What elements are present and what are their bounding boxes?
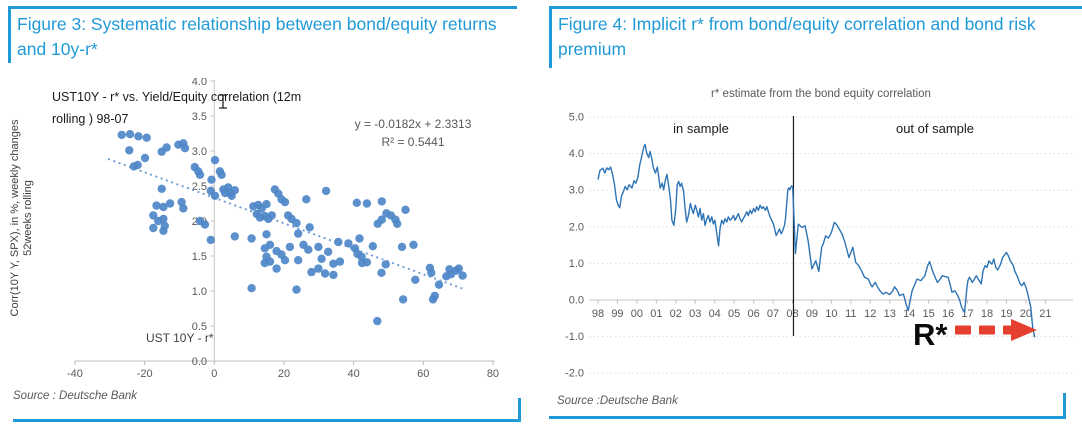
svg-text:05: 05 — [728, 308, 740, 320]
svg-text:0.0: 0.0 — [569, 295, 584, 307]
scatter-trendline — [107, 158, 464, 290]
svg-text:13: 13 — [884, 308, 896, 320]
line-axes — [589, 299, 1073, 304]
svg-text:5.0: 5.0 — [569, 112, 584, 124]
svg-text:60: 60 — [417, 368, 429, 380]
figure3-bottom-border — [13, 419, 521, 422]
svg-text:-1.0: -1.0 — [565, 331, 584, 343]
svg-text:10: 10 — [825, 308, 837, 320]
figure4-bottom-border — [549, 416, 1066, 419]
scatter-texts: UST10Y - r* vs. Yield/Equity correlation… — [9, 90, 472, 345]
svg-text:80: 80 — [487, 368, 499, 380]
svg-text:03: 03 — [689, 308, 701, 320]
svg-text:04: 04 — [709, 308, 721, 320]
svg-text:08: 08 — [786, 308, 798, 320]
svg-text:1.0: 1.0 — [569, 258, 584, 270]
svg-text:99: 99 — [611, 308, 623, 320]
in-sample-label: in sample — [673, 121, 729, 136]
svg-text:19: 19 — [1000, 308, 1012, 320]
svg-text:98: 98 — [592, 308, 604, 320]
figure3-source: Source : Deutsche Bank — [13, 390, 138, 402]
svg-text:09: 09 — [806, 308, 818, 320]
svg-text:4.0: 4.0 — [569, 148, 584, 160]
figure3-top-border — [8, 6, 517, 9]
svg-text:14: 14 — [903, 308, 915, 320]
svg-text:1.0: 1.0 — [192, 286, 207, 298]
r-star-label: R* — [913, 317, 948, 352]
svg-text:01: 01 — [650, 308, 662, 320]
svg-text:UST10Y - r* vs. Yield/Equity c: UST10Y - r* vs. Yield/Equity correlation… — [52, 90, 301, 104]
figure4-panel: Figure 4: Implicit r* from bond/equity c… — [541, 0, 1082, 427]
text-cursor — [219, 94, 227, 109]
svg-text:12: 12 — [864, 308, 876, 320]
svg-text:06: 06 — [747, 308, 759, 320]
figure3-scatter-chart: 0.00.51.01.52.02.53.03.54.0-40-200204060… — [9, 78, 499, 380]
svg-text:40: 40 — [347, 368, 359, 380]
svg-text:02: 02 — [670, 308, 682, 320]
figure3-corner-border — [518, 398, 521, 422]
svg-text:4.0: 4.0 — [192, 78, 207, 88]
figure4-corner-border — [1063, 393, 1066, 419]
svg-text:2.5: 2.5 — [192, 181, 207, 193]
svg-text:0.5: 0.5 — [192, 321, 207, 333]
r-star-arrow-icon — [955, 319, 1037, 341]
scatter-axes — [74, 80, 495, 365]
svg-text:21: 21 — [1039, 308, 1051, 320]
svg-text:-20: -20 — [137, 368, 153, 380]
out-of-sample-label: out of sample — [896, 121, 974, 136]
svg-text:y = -0.0182x + 2.3313: y = -0.0182x + 2.3313 — [355, 117, 472, 131]
svg-text:0: 0 — [211, 368, 217, 380]
svg-text:0.0: 0.0 — [192, 356, 207, 368]
figure3-title: Figure 3: Systematic relationship betwee… — [17, 14, 497, 59]
svg-text:16: 16 — [942, 308, 954, 320]
svg-text:UST 10Y - r*: UST 10Y - r* — [146, 331, 214, 345]
svg-text:1.5: 1.5 — [192, 251, 207, 263]
figure3-left-border — [8, 6, 11, 63]
figure4-source: Source :Deutsche Bank — [557, 395, 678, 407]
figure4-line-chart: r* estimate from the bond equity correla… — [565, 88, 1073, 380]
scatter-points — [117, 130, 467, 326]
figure3-panel: Figure 3: Systematic relationship betwee… — [8, 6, 521, 422]
svg-text:3.0: 3.0 — [569, 185, 584, 197]
svg-text:52weeks rolling: 52weeks rolling — [22, 180, 34, 256]
figure4-left-border — [549, 6, 552, 68]
svg-text:20: 20 — [278, 368, 290, 380]
figure4-title: Figure 4: Implicit r* from bond/equity c… — [558, 14, 1036, 59]
line-tick-labels: 5.0 4.0 3.0 2.0 1.0 0.0 -1.0 -2.0 98 99 00 01 02 03 04… — [565, 112, 1051, 380]
figure4-top-border — [549, 6, 1082, 9]
r-star-series-line — [597, 143, 1036, 338]
svg-text:2.0: 2.0 — [569, 221, 584, 233]
svg-text:3.5: 3.5 — [192, 111, 207, 123]
svg-text:R² = 0.5441: R² = 0.5441 — [381, 135, 444, 149]
svg-text:-40: -40 — [67, 368, 83, 380]
svg-text:Corr(10Y Y, SPX), in %, weekly: Corr(10Y Y, SPX), in %, weekly changes — [9, 119, 21, 316]
svg-text:07: 07 — [767, 308, 779, 320]
svg-text:15: 15 — [923, 308, 935, 320]
svg-text:rolling ) 98-07: rolling ) 98-07 — [52, 112, 128, 126]
svg-text:11: 11 — [845, 308, 856, 320]
svg-text:20: 20 — [1020, 308, 1032, 320]
svg-text:-2.0: -2.0 — [565, 368, 584, 380]
svg-text:00: 00 — [631, 308, 643, 320]
svg-text:18: 18 — [981, 308, 993, 320]
scatter-tick-labels: 0.00.51.01.52.02.53.03.54.0-40-200204060… — [67, 78, 499, 380]
line-gridlines — [589, 116, 1073, 374]
line-chart-title: r* estimate from the bond equity correla… — [711, 88, 931, 100]
svg-text:3.0: 3.0 — [192, 146, 207, 158]
